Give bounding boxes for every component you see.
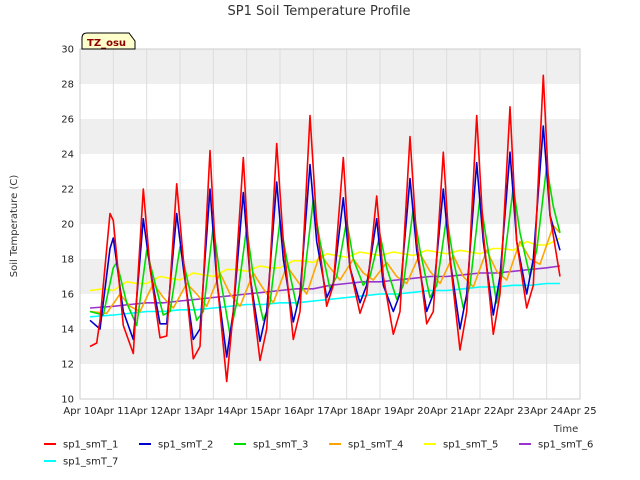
- x-tick-label: Apr 21: [430, 406, 463, 417]
- x-tick-label: Apr 22: [463, 406, 496, 417]
- x-tick-label: Apr 14: [197, 406, 230, 417]
- y-tick-label: 30: [61, 45, 74, 56]
- y-axis-label: Soil Temperature (C): [9, 175, 20, 278]
- grid-band: [80, 189, 580, 224]
- x-tick-label: Apr 19: [363, 406, 396, 417]
- y-tick-label: 26: [61, 115, 74, 126]
- grid-band: [80, 49, 580, 84]
- legend-label-sp1_smT_6: sp1_smT_6: [538, 440, 593, 451]
- grid-band: [80, 224, 580, 259]
- legend-label-sp1_smT_7: sp1_smT_7: [63, 457, 118, 468]
- chart-title: SP1 Soil Temperature Profile: [228, 4, 411, 19]
- grid-band: [80, 364, 580, 399]
- x-tick-label: Apr 10: [63, 406, 96, 417]
- x-tick-label: Apr 23: [497, 406, 530, 417]
- x-tick-label: Apr 11: [97, 406, 130, 417]
- series-line-sp1_smT_1: [89, 74, 561, 383]
- y-tick-label: 14: [61, 325, 74, 336]
- series-line-sp1_smT_4: [89, 225, 561, 315]
- legend-label-sp1_smT_1: sp1_smT_1: [63, 440, 118, 451]
- plot-frame: [79, 48, 581, 400]
- x-axis-label: Time: [553, 424, 578, 435]
- legend-label-sp1_smT_3: sp1_smT_3: [253, 440, 308, 451]
- y-tick-label: 20: [61, 220, 74, 231]
- legend-label-sp1_smT_2: sp1_smT_2: [158, 440, 213, 451]
- series-layer: [89, 74, 561, 383]
- x-tick-label: Apr 24: [530, 406, 563, 417]
- grid-band: [80, 154, 580, 189]
- site-label-tag: [81, 32, 136, 50]
- grid-band: [80, 329, 580, 364]
- y-tick-label: 28: [61, 80, 74, 91]
- y-tick-label: 16: [61, 290, 74, 301]
- y-tick-label: 12: [61, 360, 74, 371]
- site-label: TZ_osu: [87, 38, 126, 49]
- y-axis-ticks: 10 12 14 16 18 20 22 24 26 28 30: [61, 45, 74, 406]
- grid-bands: [80, 49, 580, 399]
- x-tick-label: Apr 20: [397, 406, 430, 417]
- y-tick-label: 22: [61, 185, 74, 196]
- x-tick-label: Apr 18: [330, 406, 363, 417]
- x-tick-label: Apr 17: [297, 406, 330, 417]
- site-label-box: TZ_osu: [81, 32, 136, 50]
- x-axis-ticks: Apr 10 Apr 11 Apr 12 Apr 13 Apr 14 Apr 15 Apr …: [63, 406, 596, 417]
- legend: sp1_smT_1 sp1_smT_2 sp1_smT_3 sp1_smT_4 sp1_…: [44, 440, 593, 468]
- x-tick-label: Apr 13: [163, 406, 196, 417]
- x-tick-label: Apr 25: [563, 406, 596, 417]
- legend-label-sp1_smT_5: sp1_smT_5: [443, 440, 498, 451]
- x-tick-label: Apr 15: [230, 406, 263, 417]
- grid-band: [80, 119, 580, 154]
- y-tick-label: 10: [61, 395, 74, 406]
- series-line-sp1_smT_7: [89, 282, 560, 318]
- x-tick-label: Apr 16: [263, 406, 296, 417]
- y-tick-label: 18: [61, 255, 74, 266]
- y-tick-label: 24: [61, 150, 74, 161]
- x-tick-label: Apr 12: [130, 406, 163, 417]
- legend-label-sp1_smT_4: sp1_smT_4: [348, 440, 403, 451]
- grid-band: [80, 84, 580, 119]
